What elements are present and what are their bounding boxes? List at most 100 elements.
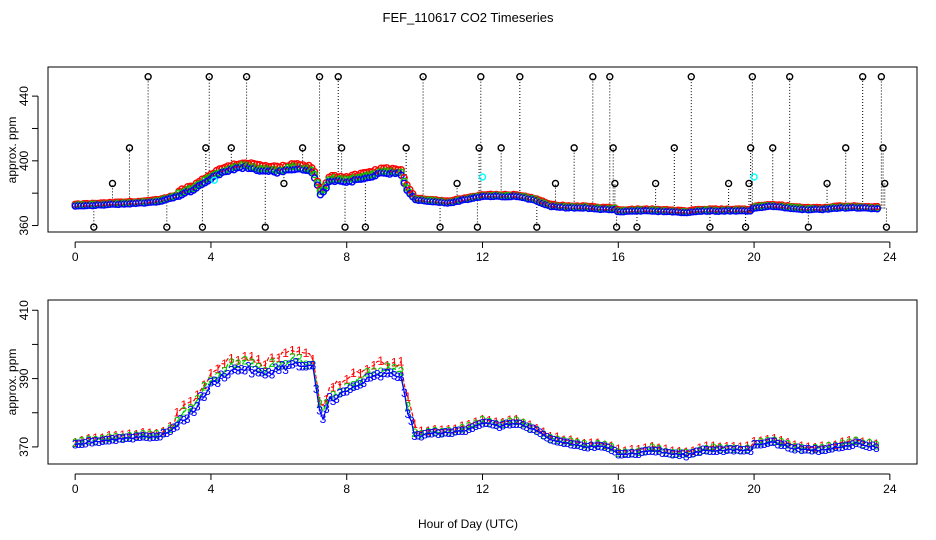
bottom-series-marker-3: 3 xyxy=(326,391,333,405)
bottom-series-marker-3: 3 xyxy=(825,442,832,456)
bottom-series-marker-3: 3 xyxy=(102,434,109,448)
top-flag-point xyxy=(551,179,560,188)
bottom-series-marker-3: 3 xyxy=(449,426,456,440)
bottom-series-marker-1: 1 xyxy=(859,435,866,449)
bottom-series-marker-3: 3 xyxy=(544,431,551,445)
bottom-series-marker-3: 3 xyxy=(133,430,140,444)
bottom-series-marker-2: 2 xyxy=(133,429,140,443)
bottom-series-marker-3: 3 xyxy=(75,437,82,451)
bottom-series-marker-3: 3 xyxy=(435,427,442,441)
bottom-series-marker-1: 1 xyxy=(146,426,153,440)
bottom-series-marker-3: 3 xyxy=(157,429,164,443)
bottom-series-marker-2: 2 xyxy=(201,380,208,394)
bottom-series-marker-3: 3 xyxy=(387,366,394,380)
bottom-series-marker-3: 3 xyxy=(758,438,765,452)
bottom-series-marker-3: 3 xyxy=(588,439,595,453)
bottom-series-marker-3: 3 xyxy=(713,444,720,458)
top-flag-point xyxy=(724,179,733,188)
bottom-series-marker-2: 2 xyxy=(703,442,710,456)
top-flag-point xyxy=(882,223,891,231)
bottom-series-marker-2: 2 xyxy=(85,433,92,447)
bottom-y-tick-label: 370 xyxy=(17,437,31,457)
bottom-series-marker-1: 1 xyxy=(798,439,805,453)
bottom-series-marker-3: 3 xyxy=(656,444,663,458)
bottom-series-marker-2: 2 xyxy=(547,431,554,445)
bottom-series-marker-1: 1 xyxy=(404,390,411,404)
bottom-series-marker-3: 3 xyxy=(819,443,826,457)
bottom-series-marker-3: 3 xyxy=(859,438,866,452)
bottom-series-marker-2: 2 xyxy=(323,396,330,410)
bottom-series-marker-1: 1 xyxy=(296,344,303,358)
bottom-series-marker-2: 2 xyxy=(608,440,615,454)
bottom-series-marker-3: 3 xyxy=(364,371,371,385)
bottom-series-marker-3: 3 xyxy=(72,438,79,452)
bottom-series-marker-3: 3 xyxy=(455,424,462,438)
top-flag-point xyxy=(842,144,850,152)
bottom-series-marker-3: 3 xyxy=(516,417,523,431)
bottom-series-marker-3: 3 xyxy=(432,426,439,440)
top-x-axis: 0 4 8 12 16 20 24 xyxy=(72,241,897,264)
bottom-series-marker-3: 3 xyxy=(428,427,435,441)
bottom-series-marker-3: 3 xyxy=(693,445,700,459)
bottom-series-marker-3: 3 xyxy=(500,419,507,433)
bottom-series-marker-1: 1 xyxy=(425,424,432,438)
top-flag-point xyxy=(611,179,619,188)
top-x-tick-label: 24 xyxy=(883,250,897,264)
top-flag-point xyxy=(334,73,342,81)
bottom-marks: 1 1 1 1 1 1 1 1 1 1 1 1 1 1 111 1 111 1 1 1 1 1 1 1 1 1 1 1 1 1 1 11 11 1… xyxy=(72,344,880,464)
bottom-series-marker-3: 3 xyxy=(557,435,564,449)
bottom-series-marker-3: 3 xyxy=(659,446,666,460)
bottom-series-marker-2: 2 xyxy=(418,427,425,441)
bottom-series-marker-2: 2 xyxy=(174,415,181,429)
top-flag-point xyxy=(227,144,236,152)
bottom-series-marker-1: 1 xyxy=(201,378,208,392)
bottom-series-marker-2: 2 xyxy=(656,442,663,456)
bottom-series-marker-2: 2 xyxy=(778,436,785,450)
bottom-series-marker-1: 1 xyxy=(92,431,99,445)
bottom-series-marker-1: 1 xyxy=(262,358,269,372)
bottom-series-marker-3: 3 xyxy=(194,400,201,414)
bottom-series-marker-1: 1 xyxy=(119,428,126,442)
bottom-series-marker-2: 2 xyxy=(744,442,751,456)
bottom-series-marker-3: 3 xyxy=(673,447,680,461)
bottom-series-marker-1: 1 xyxy=(608,439,615,453)
bottom-series-marker-3: 3 xyxy=(774,437,781,451)
bottom-series-marker-1: 1 xyxy=(85,431,92,445)
top-flag-point xyxy=(516,73,524,81)
bottom-series-marker-3: 3 xyxy=(99,434,106,448)
bottom-series-marker-3: 3 xyxy=(710,444,717,458)
bottom-series-marker-3: 3 xyxy=(126,431,133,445)
bottom-series-marker-3: 3 xyxy=(523,420,530,434)
bottom-series-marker-1: 1 xyxy=(221,357,228,371)
bottom-series-marker-1: 1 xyxy=(275,351,282,365)
bottom-series-marker-2: 2 xyxy=(330,389,337,403)
bottom-series-marker-1: 1 xyxy=(785,436,792,450)
bottom-series-marker-3: 3 xyxy=(425,426,432,440)
bottom-series-marker-3: 3 xyxy=(533,424,540,438)
bottom-series-marker-3: 3 xyxy=(384,367,391,381)
top-flag-point xyxy=(477,73,485,81)
top-point-green xyxy=(397,168,405,176)
bottom-series-marker-3: 3 xyxy=(347,382,354,396)
bottom-series-marker-3: 3 xyxy=(316,403,323,417)
bottom-series-marker-3: 3 xyxy=(788,441,795,455)
bottom-series-marker-3: 3 xyxy=(591,440,598,454)
bottom-series-marker-3: 3 xyxy=(184,412,191,426)
bottom-series-marker-2: 2 xyxy=(221,365,228,379)
bottom-series-marker-3: 3 xyxy=(530,422,537,436)
bottom-series-marker-2: 2 xyxy=(758,436,765,450)
bottom-series-marker-3: 3 xyxy=(846,439,853,453)
top-flag-point xyxy=(337,144,346,152)
bottom-series-marker-3: 3 xyxy=(615,448,622,462)
bottom-series-marker-3: 3 xyxy=(791,442,798,456)
bottom-series-marker-3: 3 xyxy=(350,380,357,394)
bottom-series-marker-2: 2 xyxy=(683,447,690,461)
bottom-series-marker-1: 1 xyxy=(554,430,561,444)
bottom-series-marker-2: 2 xyxy=(425,425,432,439)
bottom-series-marker-3: 3 xyxy=(153,430,160,444)
bottom-series-marker-1: 1 xyxy=(764,433,771,447)
bottom-series-marker-3: 3 xyxy=(873,441,880,455)
bottom-series-marker-1: 1 xyxy=(629,443,636,457)
bottom-series-marker-1: 1 xyxy=(791,438,798,452)
top-flag-point xyxy=(804,223,813,231)
